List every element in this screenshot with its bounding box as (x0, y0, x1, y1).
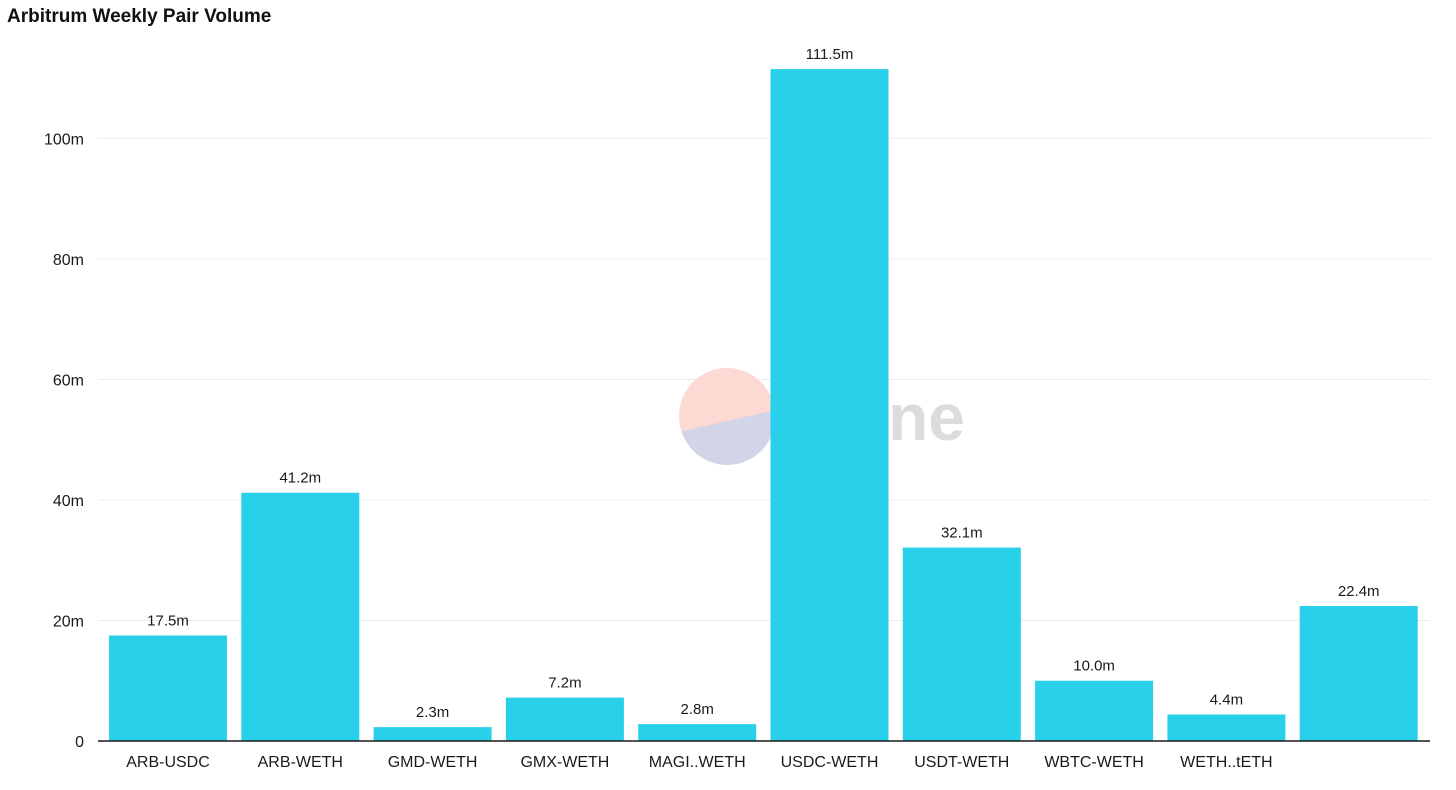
bar (505, 697, 624, 741)
bar-value-label: 32.1m (941, 525, 983, 542)
x-category-label: GMX-WETH (520, 754, 609, 771)
bar-value-label: 2.3m (416, 704, 449, 721)
y-tick-label: 0 (75, 734, 84, 751)
x-category-label: USDT-WETH (914, 754, 1009, 771)
bar-value-label: 10.0m (1073, 658, 1115, 675)
x-category-label: WETH..tETH (1180, 754, 1272, 771)
chart-title: Arbitrum Weekly Pair Volume (7, 6, 272, 27)
x-category-label: USDC-WETH (781, 754, 879, 771)
bar (902, 547, 1021, 741)
y-tick-label: 40m (53, 493, 84, 510)
bar-value-label: 17.5m (147, 613, 189, 630)
x-category-label: WBTC-WETH (1044, 754, 1144, 771)
value-labels: 17.5m 41.2m 2.3m 7.2m 2.8m 111.5m 32.1m 10.0m 4.… (147, 46, 1379, 721)
bar (1167, 714, 1286, 741)
y-axis-ticks: 0 20m 40m 60m 80m 100m (44, 131, 84, 751)
bar-value-label: 41.2m (279, 470, 321, 487)
bar-value-label: 4.4m (1210, 691, 1243, 708)
bar (1035, 680, 1154, 741)
bar-value-label: 22.4m (1338, 583, 1380, 600)
bar-value-label: 111.5m (806, 46, 854, 63)
bar (1299, 606, 1418, 741)
x-category-label: MAGI..WETH (649, 754, 746, 771)
y-tick-label: 80m (53, 252, 84, 269)
bar (109, 635, 227, 741)
x-category-label: ARB-WETH (258, 754, 343, 771)
x-category-label: ARB-USDC (126, 754, 210, 771)
bar (638, 724, 757, 741)
bars (109, 69, 1418, 741)
bar-value-label: 7.2m (548, 675, 581, 692)
bar (373, 727, 492, 741)
bar-value-label: 2.8m (681, 701, 714, 718)
bar (241, 492, 360, 741)
x-axis-categories: ARB-USDC ARB-WETH GMD-WETH GMX-WETH MAGI..WE… (126, 754, 1272, 771)
dune-logo-lower-half (681, 410, 776, 465)
gridlines (98, 137, 1430, 621)
x-category-label: GMD-WETH (388, 754, 478, 771)
y-tick-label: 20m (53, 613, 84, 630)
bar (770, 69, 889, 741)
y-tick-label: 100m (44, 131, 84, 148)
y-tick-label: 60m (53, 372, 84, 389)
